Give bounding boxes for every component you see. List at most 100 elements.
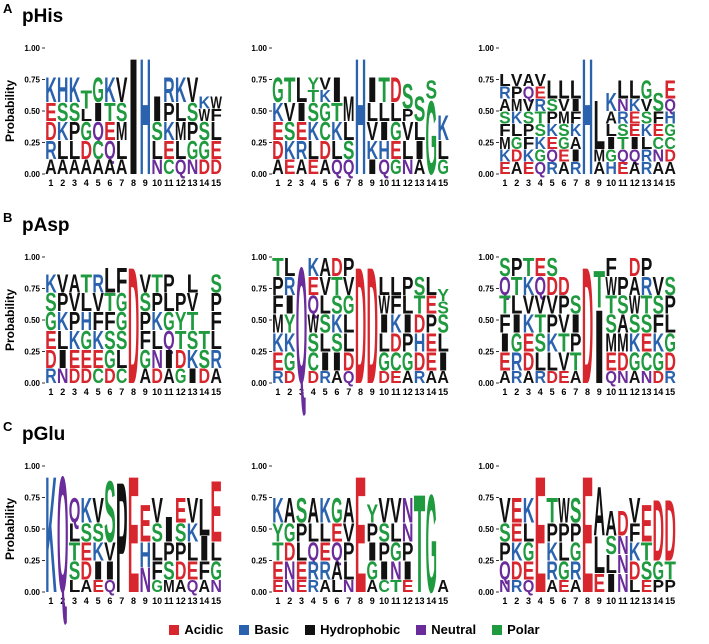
logo-letter-R: R — [92, 268, 104, 298]
logo-letter-Q: Q — [378, 156, 390, 179]
y-axis-label: Probability — [3, 498, 17, 560]
logo-letter-N: N — [343, 576, 355, 596]
logo-letter-D: D — [199, 155, 211, 179]
y-tick-label: 0.00 — [478, 379, 494, 388]
logo-letter-L: L — [116, 135, 128, 165]
logo-letter-T: T — [308, 87, 320, 106]
logo-letter-H: H — [140, 535, 152, 575]
logo-letter-H: H — [378, 135, 390, 165]
logo-letter-P: P — [163, 97, 175, 127]
y-tick-label: 0.50 — [478, 316, 494, 325]
logo-letter-D: D — [582, 234, 594, 420]
logo-letter-M: M — [605, 329, 617, 358]
logo-letter-D: D — [81, 364, 93, 388]
x-tick-label: 11 — [391, 178, 401, 188]
y-tick-label: 0.75 — [251, 285, 267, 294]
y-tick-label: 0.75 — [24, 494, 40, 503]
logo-letter-I: I — [163, 511, 175, 550]
logo-letter-R: R — [45, 364, 57, 388]
x-tick-label: 8 — [585, 596, 590, 606]
y-axis-label: Probability — [3, 80, 17, 142]
logo-letter-S: S — [535, 120, 547, 140]
logo-letter-W: W — [308, 310, 320, 339]
logo-letter-L: L — [331, 135, 343, 165]
logo-letter-V: V — [104, 537, 116, 567]
logo-letter-A: A — [605, 108, 617, 128]
logo-letter-G: G — [558, 556, 570, 586]
logo-letter-K: K — [272, 491, 284, 531]
logo-letter-R: R — [511, 346, 523, 376]
x-tick-label: 12 — [403, 178, 413, 188]
logo-letter-P: P — [426, 309, 438, 339]
logo-letter-T: T — [641, 536, 653, 566]
x-tick-label: 14 — [426, 596, 436, 606]
logo-letter-R: R — [272, 367, 284, 387]
logo-letter-I: I — [104, 557, 116, 586]
y-tick-label: 0.25 — [251, 139, 267, 148]
logo-letter-R: R — [546, 555, 558, 585]
logo-letter-Q: Q — [69, 491, 81, 530]
logo-letter-Q: Q — [104, 577, 116, 596]
logo-letter-P: P — [210, 288, 222, 318]
logo-letter-D: D — [175, 344, 187, 374]
logo-letter-N: N — [617, 530, 629, 560]
x-tick-label: 5 — [96, 178, 101, 188]
logo-letter-N: N — [402, 517, 414, 547]
x-tick-label: 2 — [287, 178, 292, 188]
logo-letter-V: V — [499, 491, 511, 530]
logo-letter-D: D — [367, 234, 379, 420]
logo-letter-K: K — [92, 325, 104, 355]
logo-letter-F: F — [390, 290, 402, 320]
logo-letter-V: V — [378, 491, 390, 530]
logo-letter-D: D — [308, 367, 320, 387]
logo-letter-P: P — [570, 518, 582, 548]
logo-letter-A: A — [331, 555, 343, 585]
y-tick-label: 0.00 — [24, 379, 40, 388]
logo-letter-A: A — [319, 252, 331, 282]
logo-letter-P: P — [296, 518, 308, 548]
logo-letter-D: D — [414, 346, 426, 376]
logo-letter-K: K — [57, 306, 69, 336]
logo-letter-N: N — [151, 155, 163, 179]
logo-letter-Q: Q — [535, 271, 547, 301]
logo-letter-G: G — [210, 556, 222, 586]
logo-letter-H: H — [605, 158, 617, 178]
x-tick-label: 8 — [131, 178, 136, 188]
logo-letter-I: I — [187, 364, 199, 388]
y-tick-label: 0.50 — [24, 107, 40, 116]
logo-letter-S: S — [92, 518, 104, 548]
logo-letter-L: L — [617, 74, 629, 104]
logo-1: 0.000.250.500.751.001 2 3 4 5 6 7 8 9 10 11 12 13 14 1… — [24, 234, 222, 420]
logo-letter-N: N — [402, 491, 414, 531]
legend-item-acidic: Acidic — [169, 622, 223, 637]
logo-letter-P: P — [664, 290, 676, 320]
logo-letter-I: I — [92, 98, 104, 127]
y-tick-label: 1.00 — [478, 44, 494, 53]
logo-letter-A: A — [175, 576, 187, 596]
x-tick-label: 9 — [143, 596, 148, 606]
logo-letter-A: A — [414, 155, 426, 179]
logo-letter-L: L — [546, 346, 558, 376]
logo-letter-K: K — [45, 268, 57, 298]
x-tick-label: 4 — [538, 387, 543, 397]
logo-letter-L: L — [511, 121, 523, 140]
logo-letter-C: C — [390, 346, 402, 376]
logo-letter-F: F — [210, 106, 222, 125]
logo-letter-R: R — [296, 135, 308, 165]
logo-letter-Y: Y — [437, 285, 449, 305]
logo-letter-G: G — [605, 146, 617, 165]
logo-letter-E: E — [69, 344, 81, 374]
x-tick-label: 13 — [187, 178, 197, 188]
x-tick-label: 5 — [96, 596, 101, 606]
logo-letter-G: G — [284, 347, 296, 377]
logo-letter-G: G — [92, 71, 104, 110]
x-tick-label: 15 — [438, 387, 448, 397]
x-tick-label: 15 — [211, 387, 221, 397]
panel-letter: C — [3, 419, 13, 434]
logo-letter-E: E — [175, 491, 187, 530]
logo-letter-L: L — [605, 121, 617, 140]
logo-letter-W: W — [558, 491, 570, 531]
logo-letter-E: E — [641, 496, 653, 554]
panel-title: pHis — [22, 6, 63, 27]
logo-letter-I: I — [414, 136, 426, 165]
